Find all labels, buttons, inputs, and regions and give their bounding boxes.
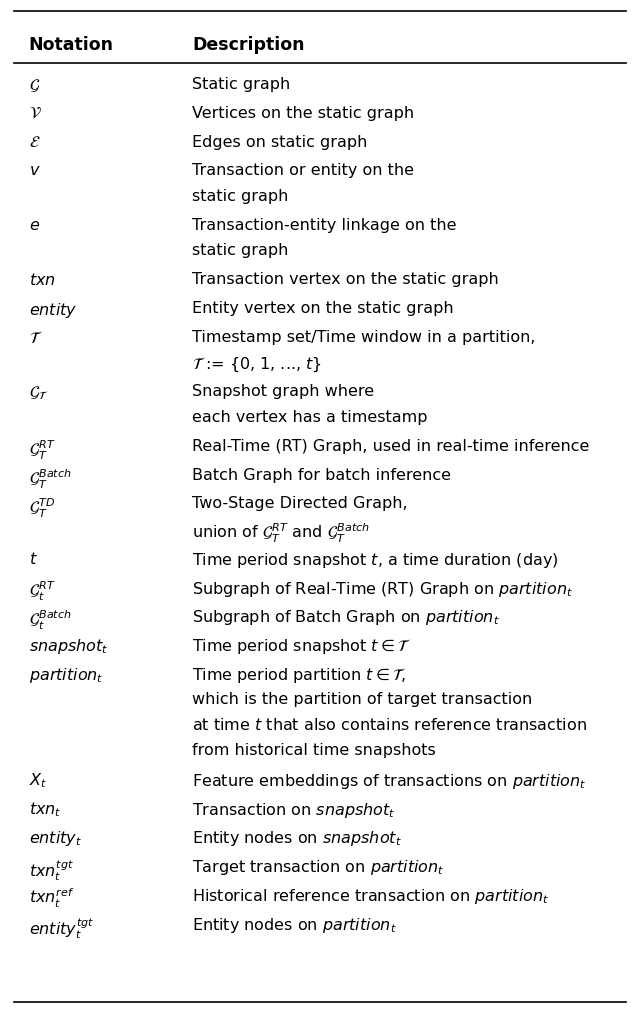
Text: Transaction-entity linkage on the: Transaction-entity linkage on the	[192, 218, 456, 233]
Text: Transaction vertex on the static graph: Transaction vertex on the static graph	[192, 272, 499, 288]
Text: $\mathcal{G}_{T}^{RT}$: $\mathcal{G}_{T}^{RT}$	[29, 439, 56, 462]
Text: $\mathcal{E}$: $\mathcal{E}$	[29, 135, 40, 150]
Text: Description: Description	[192, 36, 305, 54]
Text: from historical time snapshots: from historical time snapshots	[192, 743, 436, 758]
Text: Batch Graph for batch inference: Batch Graph for batch inference	[192, 468, 451, 482]
Text: Timestamp set/Time window in a partition,: Timestamp set/Time window in a partition…	[192, 330, 536, 344]
Text: $\mathit{partition}_t$: $\mathit{partition}_t$	[29, 666, 104, 685]
Text: Entity nodes on $\mathit{partition}_t$: Entity nodes on $\mathit{partition}_t$	[192, 916, 397, 935]
Text: Target transaction on $\mathit{partition}_t$: Target transaction on $\mathit{partition…	[192, 858, 445, 877]
Text: Real-Time (RT) Graph, used in real-time inference: Real-Time (RT) Graph, used in real-time …	[192, 439, 589, 454]
Text: $\mathcal{V}$: $\mathcal{V}$	[29, 105, 42, 121]
Text: Edges on static graph: Edges on static graph	[192, 135, 367, 150]
Text: at time $t$ that also contains reference transaction: at time $t$ that also contains reference…	[192, 717, 587, 733]
Text: which is the partition of target transaction: which is the partition of target transac…	[192, 692, 532, 707]
Text: $e$: $e$	[29, 218, 40, 233]
Text: each vertex has a timestamp: each vertex has a timestamp	[192, 410, 428, 425]
Text: $\mathcal{G}_{t}^{RT}$: $\mathcal{G}_{t}^{RT}$	[29, 579, 56, 603]
Text: Time period partition $t \in \mathcal{T}$,: Time period partition $t \in \mathcal{T}…	[192, 666, 406, 685]
Text: $\mathcal{T}$: $\mathcal{T}$	[29, 330, 42, 345]
Text: Entity vertex on the static graph: Entity vertex on the static graph	[192, 301, 454, 316]
Text: $\mathcal{G}$: $\mathcal{G}$	[29, 77, 40, 94]
Text: $\mathit{entity}_t$: $\mathit{entity}_t$	[29, 830, 82, 848]
Text: $\mathit{txn}_t^{ref}$: $\mathit{txn}_t^{ref}$	[29, 886, 74, 910]
Text: static graph: static graph	[192, 243, 289, 258]
Text: Entity nodes on $\mathit{snapshot}_t$: Entity nodes on $\mathit{snapshot}_t$	[192, 830, 402, 848]
Text: $\mathcal{G}_{\mathcal{T}}$: $\mathcal{G}_{\mathcal{T}}$	[29, 384, 49, 402]
Text: Transaction or entity on the: Transaction or entity on the	[192, 163, 414, 178]
Text: Static graph: Static graph	[192, 77, 291, 92]
Text: $t$: $t$	[29, 551, 38, 567]
Text: Snapshot graph where: Snapshot graph where	[192, 384, 374, 399]
Text: $\mathit{entity}_t^{tgt}$: $\mathit{entity}_t^{tgt}$	[29, 916, 94, 940]
Text: $entity$: $entity$	[29, 301, 77, 320]
Text: $\mathcal{G}_{T}^{Batch}$: $\mathcal{G}_{T}^{Batch}$	[29, 468, 72, 490]
Text: $\mathit{txn}_t^{tgt}$: $\mathit{txn}_t^{tgt}$	[29, 858, 74, 883]
Text: $v$: $v$	[29, 163, 40, 178]
Text: $\mathcal{T}$ := {0, 1, ..., $t$}: $\mathcal{T}$ := {0, 1, ..., $t$}	[192, 356, 322, 374]
Text: $X_t$: $X_t$	[29, 772, 47, 790]
Text: static graph: static graph	[192, 189, 289, 204]
Text: Vertices on the static graph: Vertices on the static graph	[192, 105, 414, 121]
Text: Transaction on $\mathit{snapshot}_t$: Transaction on $\mathit{snapshot}_t$	[192, 800, 396, 820]
Text: $\mathcal{G}_{t}^{Batch}$: $\mathcal{G}_{t}^{Batch}$	[29, 609, 72, 631]
Text: Subgraph of Batch Graph on $\mathit{partition}_t$: Subgraph of Batch Graph on $\mathit{part…	[192, 609, 500, 627]
Text: Feature embeddings of transactions on $\mathit{partition}_t$: Feature embeddings of transactions on $\…	[192, 772, 587, 791]
Text: $\mathcal{G}_{T}^{TD}$: $\mathcal{G}_{T}^{TD}$	[29, 496, 55, 520]
Text: Time period snapshot $t$, a time duration (day): Time period snapshot $t$, a time duratio…	[192, 551, 558, 569]
Text: $\mathit{txn}_t$: $\mathit{txn}_t$	[29, 800, 61, 820]
Text: $\mathit{snapshot}_t$: $\mathit{snapshot}_t$	[29, 637, 108, 656]
Text: union of $\mathcal{G}_{T}^{RT}$ and $\mathcal{G}_{T}^{Batch}$: union of $\mathcal{G}_{T}^{RT}$ and $\ma…	[192, 522, 370, 545]
Text: Time period snapshot $t \in \mathcal{T}$: Time period snapshot $t \in \mathcal{T}$	[192, 637, 411, 656]
Text: Notation: Notation	[29, 36, 114, 54]
Text: Subgraph of Real-Time (RT) Graph on $\mathit{partition}_t$: Subgraph of Real-Time (RT) Graph on $\ma…	[192, 579, 573, 599]
Text: $txn$: $txn$	[29, 272, 56, 289]
Text: Two-Stage Directed Graph,: Two-Stage Directed Graph,	[192, 496, 408, 512]
Text: Historical reference transaction on $\mathit{partition}_t$: Historical reference transaction on $\ma…	[192, 886, 549, 906]
